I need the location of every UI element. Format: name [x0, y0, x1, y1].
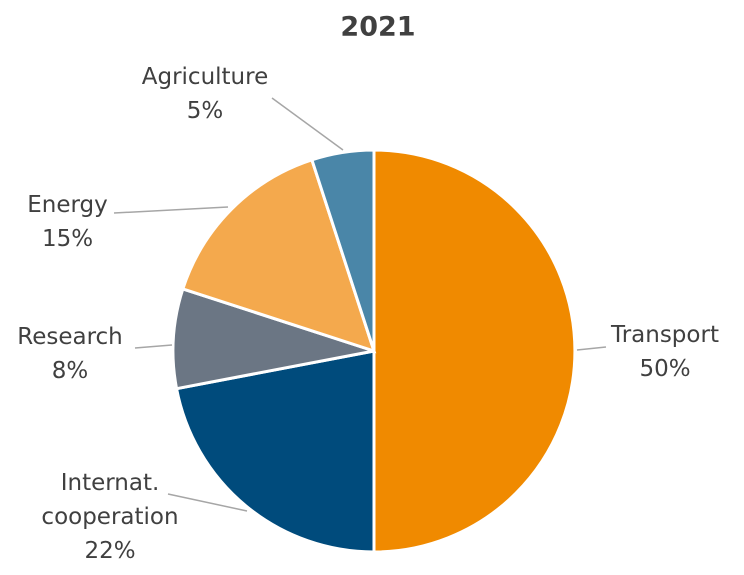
- slice-label: Research 8%: [5, 320, 135, 388]
- slice-label: Internat. cooperation 22%: [30, 466, 190, 568]
- slice-label: Agriculture 5%: [125, 60, 285, 128]
- slice-label-box: Transport 50%: [600, 318, 730, 386]
- leader-line: [576, 346, 607, 351]
- pie-slice: [309, 148, 376, 352]
- pie-slice: [171, 286, 375, 391]
- category-label: Internat. cooperation: [41, 470, 179, 530]
- chart-title: 2021: [340, 12, 415, 43]
- value-label: 22%: [84, 538, 136, 564]
- category-label: Energy: [27, 192, 108, 218]
- category-label: Agriculture: [141, 64, 269, 90]
- slice-label-box: Internat. cooperation 22%: [30, 466, 190, 568]
- pie-slice: [372, 148, 577, 554]
- leader-line: [167, 493, 248, 512]
- value-label: 8%: [51, 358, 89, 384]
- slice-label: Energy 15%: [10, 188, 125, 256]
- value-label: 5%: [186, 98, 224, 124]
- category-label: Research: [17, 324, 123, 350]
- pie-slice: [174, 349, 376, 554]
- slice-label-box: Agriculture 5%: [125, 60, 285, 128]
- value-label: 15%: [41, 226, 94, 252]
- slice-label: Transport 50%: [600, 318, 730, 386]
- value-label: 50%: [639, 356, 691, 382]
- leader-line: [271, 97, 344, 151]
- slice-label-box: Research 8%: [5, 320, 135, 388]
- category-label: Transport: [611, 322, 719, 348]
- leader-line: [134, 344, 173, 349]
- leader-line: [113, 206, 229, 214]
- slice-label-box: Energy 15%: [10, 188, 125, 256]
